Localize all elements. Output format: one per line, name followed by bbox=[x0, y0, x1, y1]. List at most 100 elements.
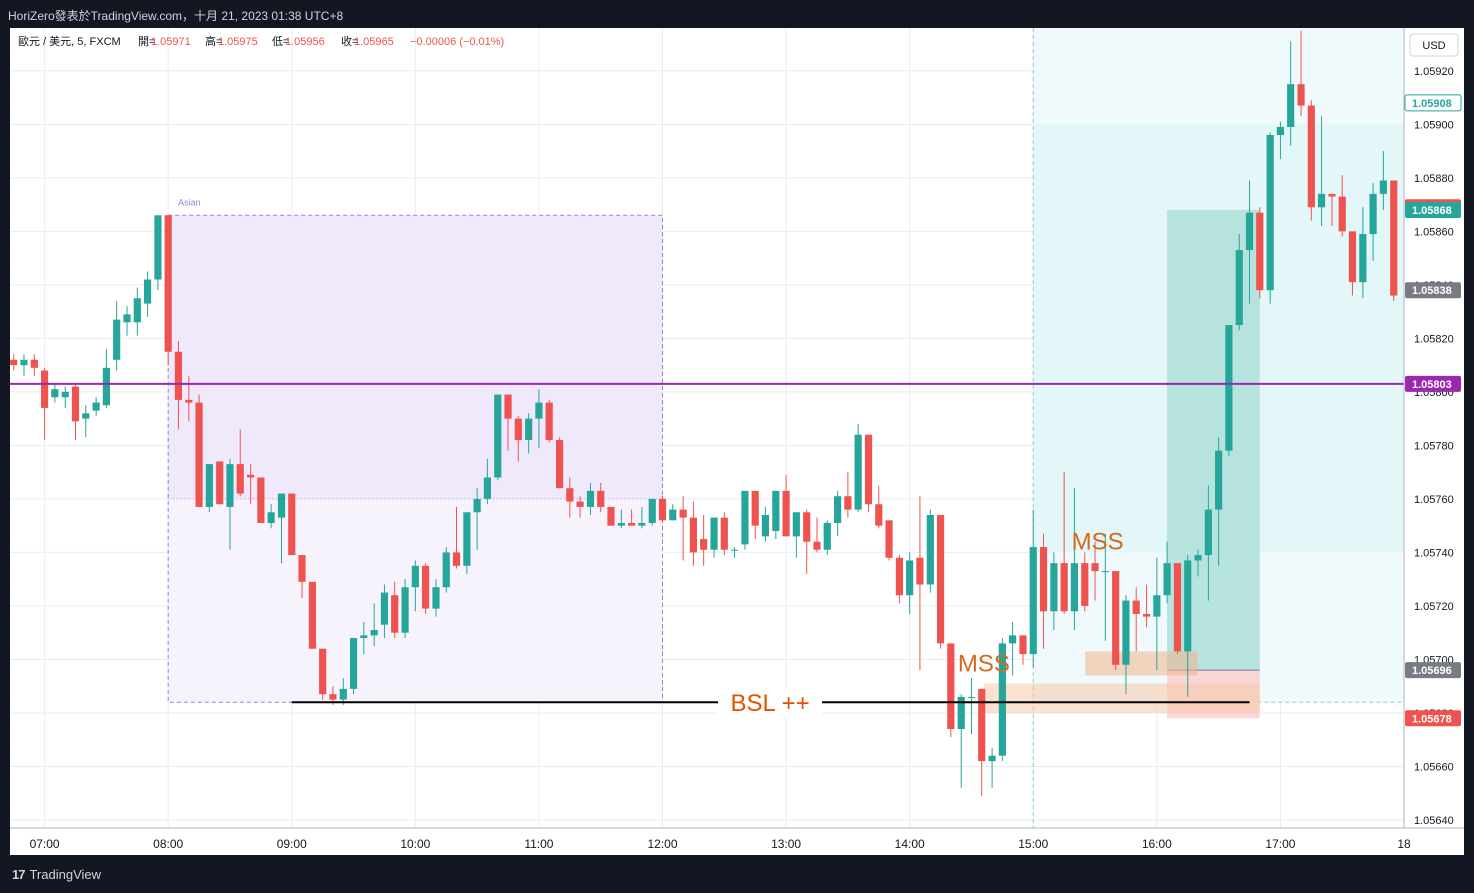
candle-down bbox=[1112, 571, 1119, 665]
price-tick-label: 1.05880 bbox=[1414, 173, 1454, 185]
candle-up bbox=[1153, 595, 1160, 616]
candle-down bbox=[247, 475, 254, 478]
candle-down bbox=[31, 360, 38, 368]
candle-up bbox=[268, 512, 275, 523]
chart-area[interactable]: 1.056401.056601.056801.057001.057201.057… bbox=[10, 28, 1464, 855]
candle-down bbox=[947, 643, 954, 729]
candle-down bbox=[597, 491, 604, 507]
time-tick-label: 17:00 bbox=[1265, 837, 1295, 851]
candle-up bbox=[731, 550, 738, 551]
candle-up bbox=[1164, 563, 1171, 595]
candle-down bbox=[1297, 84, 1304, 105]
time-tick-label: 16:00 bbox=[1142, 837, 1172, 851]
candle-down bbox=[607, 507, 614, 526]
candle-down bbox=[329, 694, 336, 699]
candle-down bbox=[515, 419, 522, 440]
candle-up bbox=[638, 523, 645, 526]
candle-down bbox=[752, 491, 759, 526]
candle-down bbox=[721, 518, 728, 550]
candle-down bbox=[690, 518, 697, 553]
candle-up bbox=[51, 389, 58, 397]
legend-change: −0.00006 (−0.01%) bbox=[410, 36, 504, 48]
candle-down bbox=[1040, 547, 1047, 611]
candle-up bbox=[360, 635, 367, 638]
candle-up bbox=[226, 464, 233, 507]
candle-down bbox=[72, 387, 79, 422]
asian-box-upper bbox=[168, 215, 662, 499]
legend-ohlc: 開= 1.05971 高= 1.05975 低= 1.05956 收= 1.05… bbox=[138, 34, 504, 48]
candle-up bbox=[20, 360, 27, 365]
candle-up bbox=[927, 515, 934, 585]
candle-down bbox=[1081, 563, 1088, 606]
price-tick-label: 1.05860 bbox=[1414, 226, 1454, 238]
candle-up bbox=[1287, 84, 1294, 127]
candle-down bbox=[1328, 194, 1335, 197]
candle-down bbox=[1019, 635, 1026, 654]
candle-down bbox=[1091, 563, 1098, 571]
candle-down bbox=[422, 566, 429, 609]
candle-down bbox=[165, 215, 172, 351]
candle-up bbox=[618, 523, 625, 526]
candle-down bbox=[978, 689, 985, 761]
tradingview-brand: TradingView bbox=[29, 867, 101, 882]
price-tick-label: 1.05660 bbox=[1414, 761, 1454, 773]
candle-up bbox=[1050, 563, 1057, 611]
price-tick-label: 1.05780 bbox=[1414, 440, 1454, 452]
time-tick-label: 07:00 bbox=[30, 837, 60, 851]
price-tag-label: 1.05678 bbox=[1412, 713, 1452, 725]
candle-up bbox=[1122, 601, 1129, 665]
candle-down bbox=[865, 435, 872, 505]
price-tag-label: 1.05838 bbox=[1412, 285, 1452, 297]
candle-up bbox=[484, 477, 491, 498]
candle-up bbox=[855, 435, 862, 510]
legend-symbol: 歐元 / 美元, 5, FXCM bbox=[18, 34, 121, 48]
candle-down bbox=[319, 649, 326, 694]
bsl-label: BSL ++ bbox=[730, 690, 809, 717]
candle-down bbox=[1256, 213, 1263, 291]
candle-up bbox=[350, 638, 357, 689]
candle-up bbox=[1246, 213, 1253, 250]
candle-up bbox=[1267, 135, 1274, 290]
candle-up bbox=[432, 587, 439, 608]
candle-up bbox=[278, 494, 285, 518]
candle-up bbox=[1184, 560, 1191, 651]
candle-down bbox=[680, 510, 687, 518]
asian-label: Asian bbox=[178, 197, 201, 207]
price-tag-label: 1.05803 bbox=[1412, 379, 1452, 391]
mss-zone-2 bbox=[1085, 651, 1197, 675]
time-tick-label: 15:00 bbox=[1018, 837, 1048, 851]
candle-up bbox=[535, 403, 542, 419]
candle-up bbox=[1071, 563, 1078, 611]
candle-down bbox=[298, 555, 305, 582]
tradingview-logo[interactable]: 17 TradingView bbox=[12, 867, 101, 882]
time-tick-label: 10:00 bbox=[400, 837, 430, 851]
candle-up bbox=[144, 280, 151, 304]
candle-up bbox=[443, 552, 450, 587]
time-axis[interactable]: 07:00 08:00 09:00 10:00 11:00 12:00 13:00 14:00… bbox=[10, 828, 1464, 855]
footer-bar: 17 TradingView bbox=[0, 855, 1474, 893]
candle-up bbox=[834, 496, 841, 523]
candle-up bbox=[1194, 555, 1201, 560]
candle-down bbox=[576, 502, 583, 507]
price-axis[interactable]: 1.056401.056601.056801.057001.057201.057… bbox=[1404, 28, 1464, 855]
candle-down bbox=[1174, 563, 1181, 651]
price-tick-label: 1.05640 bbox=[1414, 815, 1454, 827]
time-tick-label: 12:00 bbox=[647, 837, 677, 851]
candle-up bbox=[123, 314, 130, 322]
candle-down bbox=[1339, 197, 1346, 232]
mss-label-1: MSS bbox=[958, 651, 1010, 678]
candlestick-chart[interactable]: 1.056401.056601.056801.057001.057201.057… bbox=[10, 28, 1464, 855]
watermark-bar: HoriZero發表於TradingView.com，十月 21, 2023 0… bbox=[0, 0, 1474, 28]
price-tag-label: 1.05868 bbox=[1412, 205, 1452, 217]
candle-down bbox=[916, 558, 923, 585]
candle-down bbox=[216, 461, 223, 504]
legend-high: 1.05975 bbox=[218, 36, 258, 48]
price-tick-label: 1.05820 bbox=[1414, 333, 1454, 345]
candle-down bbox=[41, 370, 48, 407]
candle-up bbox=[371, 630, 378, 635]
candle-up bbox=[103, 368, 110, 405]
candle-down bbox=[257, 477, 264, 522]
candle-up bbox=[1359, 234, 1366, 282]
time-tick-label: 11:00 bbox=[524, 837, 553, 851]
time-tick-label: 18 bbox=[1397, 837, 1411, 851]
